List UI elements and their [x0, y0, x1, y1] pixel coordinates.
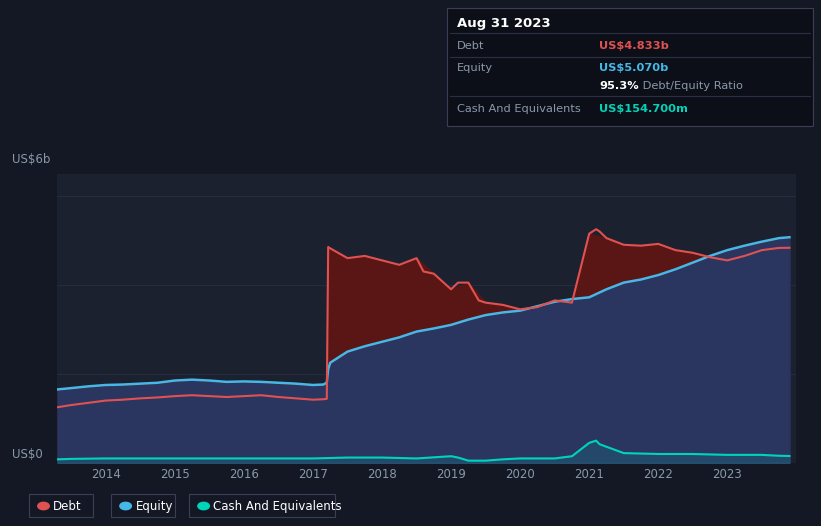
Text: US$4.833b: US$4.833b	[599, 41, 669, 51]
Text: Cash And Equivalents: Cash And Equivalents	[213, 500, 342, 512]
Text: US$0: US$0	[12, 449, 43, 461]
Text: US$154.700m: US$154.700m	[599, 104, 688, 114]
Text: Debt/Equity Ratio: Debt/Equity Ratio	[639, 80, 743, 91]
Text: Debt: Debt	[457, 41, 484, 51]
Text: Aug 31 2023: Aug 31 2023	[457, 17, 551, 30]
Text: Equity: Equity	[457, 63, 493, 74]
Text: US$6b: US$6b	[12, 153, 51, 166]
Text: Cash And Equivalents: Cash And Equivalents	[457, 104, 581, 114]
Text: Debt: Debt	[53, 500, 82, 512]
Text: US$5.070b: US$5.070b	[599, 63, 669, 74]
Text: 95.3%: 95.3%	[599, 80, 639, 91]
Text: Equity: Equity	[135, 500, 173, 512]
